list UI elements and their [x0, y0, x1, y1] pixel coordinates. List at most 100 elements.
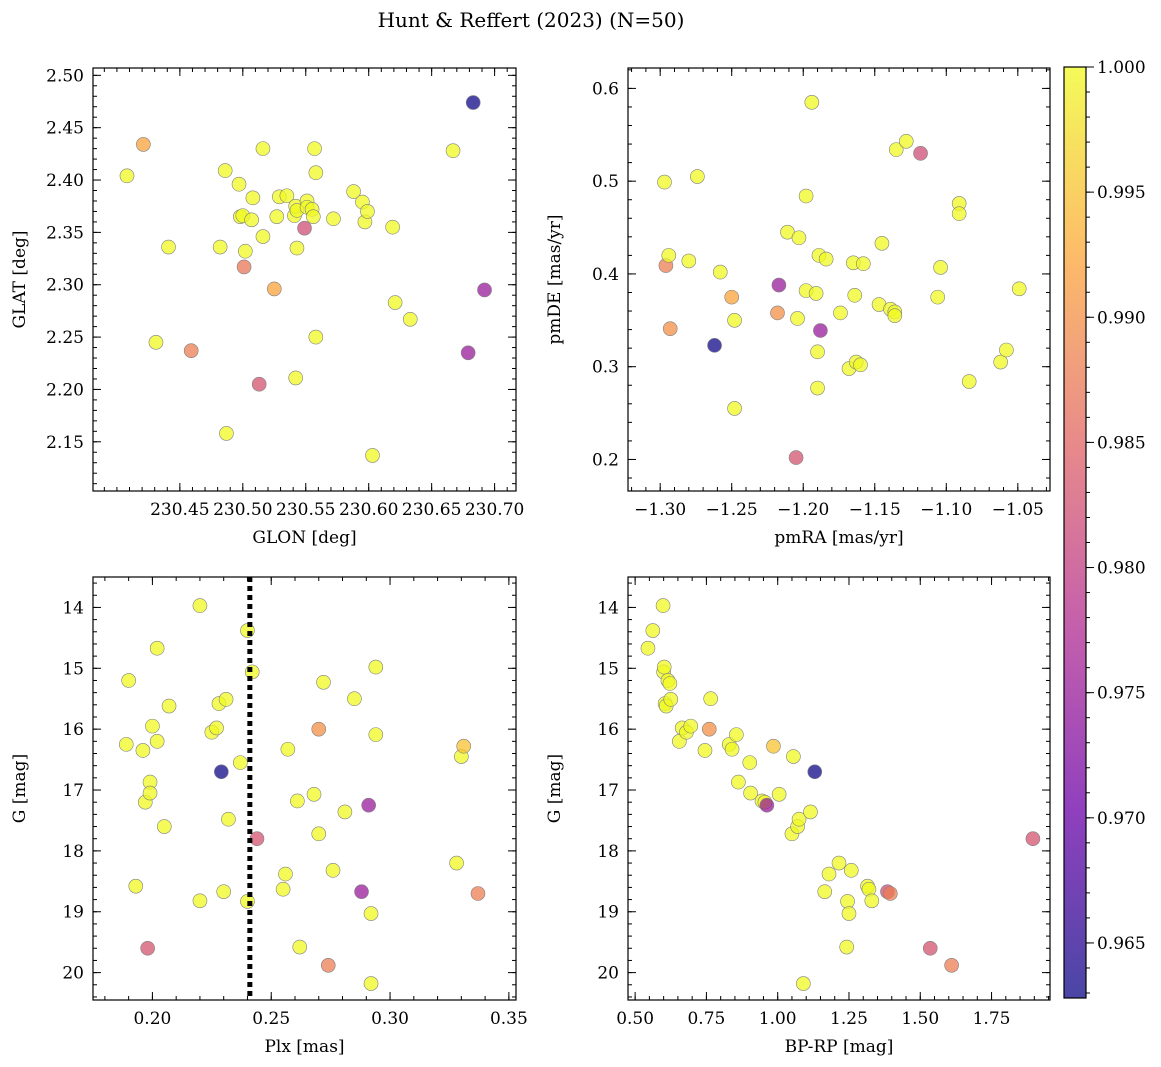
- y-tick-label: 14: [62, 598, 84, 618]
- data-point: [803, 804, 818, 820]
- data-point: [216, 884, 232, 899]
- x-tick-label: 230.65: [402, 500, 461, 520]
- data-point: [346, 184, 361, 199]
- data-point: [833, 305, 848, 321]
- data-point: [231, 176, 247, 192]
- points: [118, 598, 486, 991]
- data-point: [683, 718, 699, 734]
- ticks: [93, 68, 516, 491]
- data-point: [192, 598, 208, 613]
- data-point: [743, 785, 758, 801]
- plot-area: [628, 68, 1050, 491]
- data-point: [791, 230, 807, 246]
- data-point: [279, 188, 295, 204]
- data-point: [656, 659, 672, 675]
- y-tick-label: 2.45: [46, 119, 84, 139]
- data-point: [759, 797, 775, 813]
- data-point: [368, 727, 384, 742]
- x-tick-label: 1.25: [830, 1009, 868, 1029]
- data-point: [729, 727, 744, 742]
- data-point: [363, 906, 379, 921]
- data-point: [308, 329, 324, 345]
- axes-frame: [627, 576, 1051, 1001]
- x-axis-label: Plx [mas]: [264, 1037, 344, 1057]
- data-point: [233, 755, 248, 770]
- data-point: [993, 354, 1008, 370]
- data-point: [245, 190, 261, 206]
- data-point: [145, 718, 160, 734]
- data-point: [311, 721, 327, 737]
- data-point: [221, 811, 236, 827]
- ticks: [628, 68, 1050, 491]
- data-point: [807, 764, 823, 780]
- x-tick-label: 0.35: [490, 1009, 528, 1029]
- y-tick-label: 19: [62, 903, 84, 923]
- x-tick-label: 230.50: [213, 500, 272, 520]
- data-point: [402, 311, 418, 327]
- data-point: [874, 236, 890, 251]
- y-axis-label: GLAT [deg]: [10, 230, 30, 328]
- x-tick-label: −1.30: [634, 500, 686, 520]
- y-tick-label: 0.6: [592, 79, 619, 99]
- y-axis-label: G [mag]: [10, 754, 30, 823]
- data-point: [796, 976, 811, 991]
- data-point: [316, 674, 331, 690]
- data-point: [707, 338, 722, 353]
- x-tick-label: 0.30: [371, 1009, 409, 1029]
- x-tick-label: 230.45: [150, 500, 209, 520]
- data-point: [818, 251, 834, 267]
- data-point: [771, 786, 787, 802]
- data-point: [465, 95, 481, 110]
- x-tick-label: −1.20: [777, 500, 829, 520]
- data-point: [798, 188, 814, 204]
- x-axis-label: BP-RP [mag]: [785, 1037, 894, 1057]
- data-point: [640, 640, 656, 656]
- data-point: [843, 863, 859, 878]
- y-tick-label: 14: [597, 598, 619, 618]
- points: [657, 95, 1027, 465]
- data-point: [662, 676, 678, 691]
- colorbar-tick-label: 0.990: [1097, 308, 1146, 328]
- data-point: [192, 893, 208, 909]
- data-point: [933, 260, 948, 275]
- data-point: [766, 738, 781, 754]
- data-point: [306, 786, 322, 802]
- data-point: [278, 866, 293, 882]
- y-tick-label: 2.35: [46, 223, 84, 243]
- data-point: [325, 863, 341, 878]
- data-point: [183, 343, 199, 358]
- data-point: [142, 785, 158, 801]
- data-point: [1011, 281, 1027, 297]
- data-point: [311, 826, 327, 842]
- data-point: [212, 239, 228, 255]
- data-point: [840, 894, 855, 909]
- data-point: [140, 940, 155, 956]
- data-point: [813, 323, 828, 338]
- data-point: [810, 344, 825, 360]
- plot-area: [93, 577, 516, 1000]
- data-point: [149, 640, 165, 656]
- data-point: [724, 289, 740, 305]
- data-point: [161, 239, 176, 255]
- data-point: [661, 248, 677, 263]
- y-tick-label: 0.4: [592, 265, 619, 285]
- data-point: [385, 219, 400, 235]
- data-point: [951, 206, 967, 221]
- data-point: [217, 163, 233, 178]
- data-point: [786, 749, 801, 764]
- data-point: [209, 720, 224, 736]
- data-point: [306, 209, 321, 224]
- data-point: [449, 855, 464, 871]
- data-point: [808, 286, 824, 301]
- data-point: [742, 755, 758, 770]
- colorbar-tick-label: 0.970: [1097, 809, 1146, 829]
- data-point: [119, 168, 135, 184]
- colorbar-frame: [1063, 66, 1087, 999]
- y-tick-label: 2.40: [46, 171, 84, 191]
- x-tick-label: 0.20: [133, 1009, 171, 1029]
- ticks: [628, 577, 1050, 1000]
- x-tick-label: 1.75: [973, 1009, 1011, 1029]
- data-point: [727, 401, 742, 416]
- data-point: [770, 305, 785, 321]
